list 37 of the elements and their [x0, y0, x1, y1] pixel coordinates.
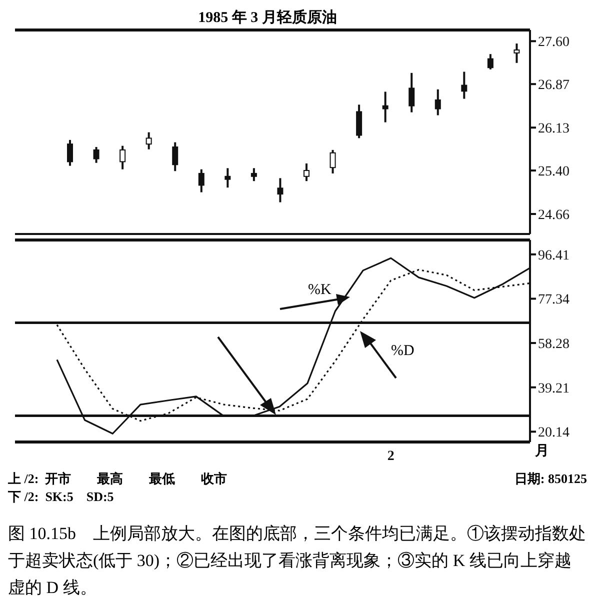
- candlestick: [172, 141, 178, 172]
- candlestick: [330, 148, 336, 174]
- x-tick-label: 2: [387, 448, 394, 464]
- y-tick-label: 26.87: [538, 78, 570, 94]
- candlestick: [224, 167, 231, 189]
- candlestick: [250, 167, 257, 182]
- y-tick-label: 26.13: [538, 122, 570, 137]
- candlestick: [408, 72, 415, 114]
- y-tick-label: 39.21: [538, 381, 570, 396]
- y-tick-label: 25.40: [538, 164, 570, 180]
- candlestick: [487, 53, 494, 70]
- candlestick: [277, 177, 284, 204]
- candlestick: [382, 90, 388, 124]
- x-axis-title: 月: [535, 443, 549, 460]
- candlestick: [146, 131, 152, 150]
- legend-label: %K: [308, 282, 332, 299]
- candlestick: [67, 138, 73, 167]
- candlestick: [93, 146, 100, 164]
- candlestick: [304, 162, 310, 182]
- chart-title: 1985 年 3 月轻质原油: [197, 8, 338, 26]
- candlestick: [461, 70, 468, 100]
- candlestick: [356, 104, 362, 140]
- y-tick-label: 77.34: [538, 292, 570, 308]
- y-tick-label: 96.41: [538, 248, 570, 264]
- text: 日期: 850125: [514, 470, 587, 488]
- caption: 图 10.15b 上例局部放大。在图的底部，三个条件均已满足。①该摆动指数处于超卖状态(低于 30)；②已经出现了看涨背离现象；③实的 K 线已向上穿越虚的 D 线。: [8, 523, 587, 599]
- y-tick-label: 27.60: [538, 35, 570, 50]
- candlestick: [434, 88, 441, 116]
- text: 上 /2: 开市 最高 最低 收市: [8, 470, 228, 488]
- candlestick: [198, 168, 204, 194]
- text: %D: [391, 343, 414, 360]
- y-tick-label: 24.66: [538, 208, 570, 223]
- candlestick: [514, 42, 520, 64]
- y-tick-label: 20.14: [538, 426, 570, 441]
- y-tick-label: 58.28: [538, 336, 570, 352]
- text: 下 /2: SK:5 SD:5: [8, 488, 115, 506]
- candlestick: [120, 144, 126, 170]
